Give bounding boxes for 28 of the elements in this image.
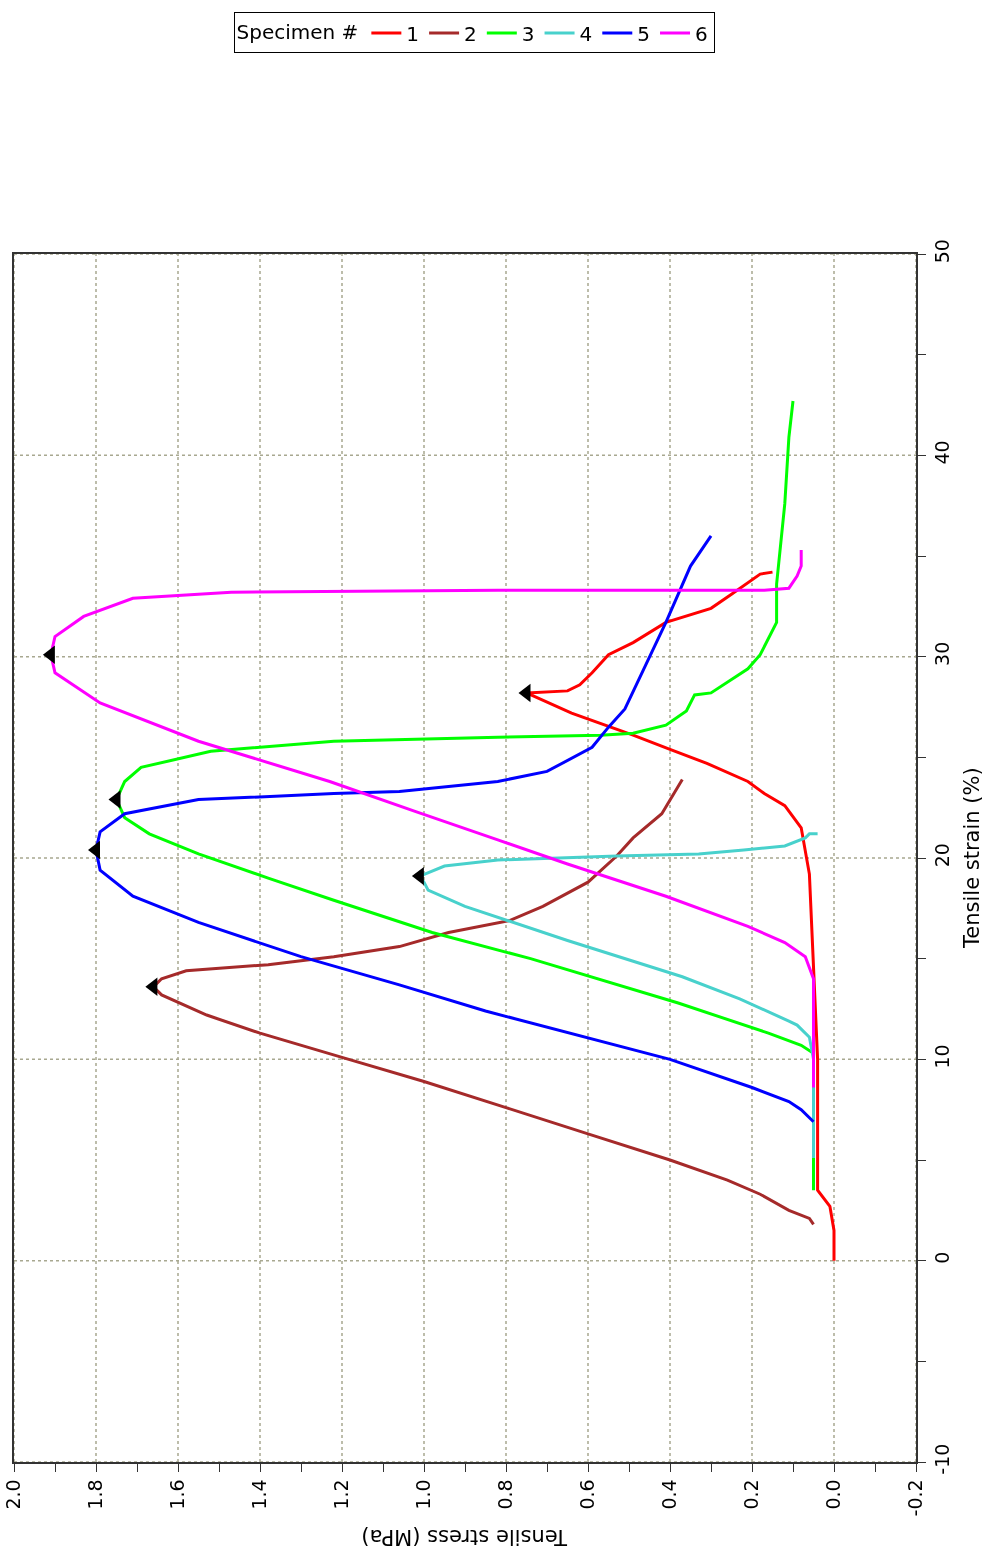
legend-label: 6 [695, 21, 708, 46]
x-tick-label: 0.2 [740, 1479, 763, 1510]
y-tick-label: 50 [930, 239, 953, 264]
legend-label: 1 [406, 21, 420, 46]
y-tick-label: 40 [930, 440, 953, 465]
x-tick-label: 1.4 [248, 1479, 271, 1510]
legend-label: 5 [637, 21, 651, 46]
legend-title: Specimen # [236, 20, 359, 45]
x-tick-label: 1.0 [412, 1479, 435, 1510]
x-tick-label: 1.8 [84, 1479, 107, 1510]
x-axis-title: Tensile stress (MPa) [361, 1524, 568, 1549]
x-tick-label: 0.6 [576, 1479, 599, 1510]
y-tick-label: 10 [930, 1044, 953, 1069]
legend-label: 2 [464, 21, 477, 46]
y-tick-label: 30 [930, 641, 953, 666]
x-tick-label: 0.0 [822, 1479, 845, 1510]
y-tick-label: 20 [930, 843, 953, 868]
y-axis-title: Tensile strain (%) [959, 767, 984, 949]
legend-label: 4 [579, 21, 593, 46]
x-tick-label: 0.8 [494, 1479, 517, 1510]
x-tick-label: -0.2 [904, 1479, 927, 1517]
y-tick-label: 0 [930, 1251, 953, 1264]
x-tick-label: 2.0 [2, 1479, 25, 1510]
legend-label: 3 [521, 21, 535, 46]
x-tick-label: 1.6 [166, 1479, 189, 1510]
x-tick-label: 0.4 [658, 1479, 681, 1510]
y-tick-label: -10 [930, 1443, 953, 1475]
x-tick-label: 1.2 [330, 1479, 353, 1510]
